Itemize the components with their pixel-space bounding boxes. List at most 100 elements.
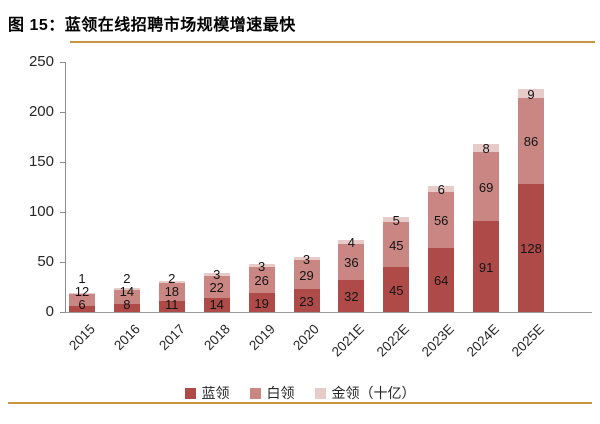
x-tick-label: 2025E — [508, 321, 547, 360]
y-tick-label: 50 — [37, 253, 54, 270]
bar-segment-白领 — [473, 152, 500, 221]
segment-value-label: 64 — [433, 273, 449, 288]
x-tick-label: 2016 — [110, 321, 143, 354]
y-tick-label: 0 — [45, 303, 54, 320]
y-axis-tick — [60, 62, 65, 63]
segment-value-label: 69 — [478, 180, 494, 195]
legend-label: 蓝领 — [201, 385, 230, 401]
bottom-rule — [8, 402, 592, 404]
segment-value-label: 2 — [168, 271, 176, 286]
bar-segment-金领（十亿） — [518, 89, 544, 98]
bar-segment-蓝领 — [113, 304, 140, 312]
segment-value-label: 36 — [344, 255, 359, 270]
y-tick-label: 100 — [28, 203, 54, 220]
segment-value-label: 3 — [257, 259, 266, 274]
bar-segment-蓝领 — [338, 280, 365, 312]
segment-value-label: 91 — [478, 260, 494, 275]
y-axis-tick — [60, 212, 65, 213]
segment-value-label: 8 — [482, 141, 490, 156]
bar-segment-白领 — [383, 222, 410, 267]
y-tick-label: 150 — [28, 153, 54, 170]
bar-segment-金领（十亿） — [69, 293, 95, 294]
segment-value-label: 4 — [347, 235, 355, 250]
segment-value-label: 23 — [299, 294, 314, 309]
segment-value-label: 5 — [392, 213, 400, 228]
legend-item: 白领 — [249, 383, 295, 403]
bar-segment-蓝领 — [69, 306, 95, 312]
segment-value-label: 14 — [209, 297, 224, 312]
y-axis-tick — [60, 162, 65, 163]
bar-segment-白领 — [113, 290, 140, 304]
bar-segment-白领 — [158, 283, 185, 301]
bar-segment-金领（十亿） — [203, 273, 230, 276]
bar-segment-蓝领 — [383, 267, 410, 312]
title-underline — [70, 41, 595, 43]
bar-segment-金领（十亿） — [428, 186, 455, 192]
bar-segment-蓝领 — [203, 298, 230, 312]
segment-value-label: 32 — [344, 289, 359, 304]
bar-segment-白领 — [248, 267, 275, 293]
bar-segment-金领（十亿） — [248, 264, 275, 267]
segment-value-label: 3 — [213, 267, 221, 282]
figure-title: 图 15：蓝领在线招聘市场规模增速最快 — [8, 17, 296, 34]
segment-value-label: 9 — [527, 87, 535, 102]
legend-item: 金领（十亿） — [314, 383, 416, 403]
bar-segment-金领（十亿） — [113, 288, 140, 290]
bar-segment-白领 — [338, 244, 365, 280]
x-tick-label: 2017 — [155, 321, 188, 354]
bar-segment-金领（十亿） — [473, 144, 500, 152]
legend-label: 金领（十亿） — [331, 385, 416, 401]
segment-value-label: 1 — [78, 271, 86, 286]
bar-segment-蓝领 — [473, 221, 500, 312]
segment-value-label: 22 — [209, 280, 224, 295]
segment-value-label: 128 — [520, 241, 542, 256]
segment-value-label: 29 — [299, 268, 314, 283]
bar-segment-白领 — [428, 192, 455, 248]
segment-value-label: 3 — [302, 252, 311, 267]
bar-segment-白领 — [203, 276, 230, 298]
y-axis-tick — [60, 312, 65, 313]
x-tick-label: 2021E — [329, 321, 368, 360]
bar-segment-蓝领 — [248, 293, 275, 312]
x-tick-label: 2023E — [418, 321, 458, 360]
y-tick-label: 200 — [28, 103, 54, 120]
bar-segment-金领（十亿） — [383, 217, 410, 222]
x-tick-label: 2022E — [373, 321, 413, 360]
bar-segment-白领 — [69, 294, 95, 306]
legend-swatch-icon — [184, 387, 196, 399]
bar-segment-白领 — [518, 98, 544, 184]
segment-value-label: 19 — [254, 296, 269, 311]
segment-value-label: 86 — [523, 134, 539, 149]
bar-segment-蓝领 — [293, 289, 320, 312]
legend-item: 蓝领 — [184, 383, 230, 403]
legend-label: 白领 — [266, 385, 295, 401]
segment-value-label: 12 — [74, 284, 90, 299]
x-axis-line — [65, 312, 592, 313]
legend-swatch-icon — [249, 387, 261, 399]
segment-value-label: 6 — [437, 182, 445, 197]
bar-segment-蓝领 — [428, 248, 455, 312]
bar-segment-蓝领 — [518, 184, 544, 312]
bar-segment-金领（十亿） — [158, 281, 185, 283]
chart-legend: 蓝领 白领 金领（十亿） — [0, 383, 600, 403]
y-axis-tick — [60, 262, 65, 263]
y-axis-tick — [60, 112, 65, 113]
y-axis-line — [65, 62, 66, 313]
segment-value-label: 8 — [123, 297, 131, 312]
legend-swatch-icon — [314, 387, 326, 399]
segment-value-label: 45 — [389, 283, 404, 298]
segment-value-label: 45 — [389, 238, 404, 253]
segment-value-label: 2 — [123, 271, 131, 286]
x-tick-label: 2015 — [66, 321, 98, 354]
segment-value-label: 14 — [119, 284, 135, 299]
bar-segment-金领（十亿） — [338, 240, 365, 244]
bar-segment-金领（十亿） — [293, 257, 320, 260]
x-tick-label: 2019 — [245, 321, 278, 354]
segment-value-label: 18 — [164, 284, 180, 299]
x-tick-label: 2024E — [463, 321, 503, 360]
x-tick-label: 2018 — [200, 321, 233, 354]
segment-value-label: 11 — [165, 297, 179, 312]
segment-value-label: 56 — [433, 213, 449, 228]
